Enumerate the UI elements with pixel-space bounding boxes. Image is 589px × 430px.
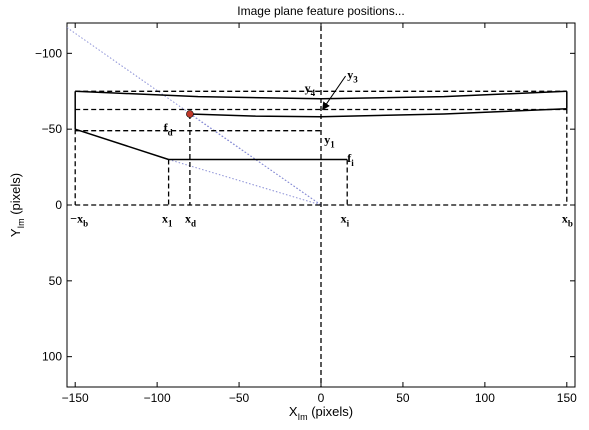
x-tick-label: −50 [229, 391, 250, 405]
annotation-base: −x [70, 212, 83, 226]
x-tick-label: 0 [318, 391, 325, 405]
annotation-sub: d [168, 128, 173, 138]
annotation-y1: y1 [324, 133, 335, 150]
x-axis-label-sub: Im [298, 412, 308, 422]
annotation-base: y [347, 68, 353, 82]
y-axis-label-base: Y [8, 228, 23, 237]
annotation-xi: xi [341, 212, 350, 229]
annotation-neg-xb: −xb [70, 212, 88, 229]
top-curve [75, 90, 567, 100]
middle-curve [189, 107, 567, 118]
annotation-base: x [562, 212, 568, 226]
y-tick-label: 0 [55, 198, 62, 212]
annotation-sub: i [347, 219, 350, 229]
x-axis-label-base: X [289, 404, 298, 419]
solid-lines [74, 90, 568, 161]
annotation-sub: d [191, 219, 196, 229]
y-axis-label-rest: (pixels) [8, 173, 23, 219]
x-tick-label: 50 [396, 391, 410, 405]
dashed-lines [74, 26, 568, 387]
annotation-base: y [324, 133, 330, 147]
x-ticks: −150 −100 −50 0 50 100 150 [62, 23, 577, 405]
annotation-sub: 1 [168, 219, 173, 229]
annotation-x1: x1 [162, 212, 173, 229]
annotation-base: f [347, 151, 352, 165]
annotation-sub: 3 [353, 75, 358, 85]
points [186, 110, 194, 118]
annotation-sub: b [568, 219, 573, 229]
ray-3 [168, 159, 322, 206]
annotation-y4: y4 [305, 81, 316, 98]
diagonal [74, 128, 169, 161]
y-tick-label: 100 [42, 350, 62, 364]
y-tick-label: −50 [42, 122, 63, 136]
x-tick-label: −100 [144, 391, 171, 405]
annotation-fi: fi [347, 151, 354, 168]
annotation-base: x [185, 212, 191, 226]
x-axis-label: XIm (pixels) [289, 404, 353, 422]
y-ticks: −100 −50 0 50 100 [35, 46, 575, 364]
x-tick-label: 150 [557, 391, 577, 405]
annotation-xd: xd [185, 212, 196, 229]
annotation-y3: y3 [347, 68, 358, 85]
y-axis-label: YIm (pixels) [8, 173, 26, 237]
annotation-base: f [164, 121, 169, 135]
annotation-base: x [162, 212, 168, 226]
annotation-sub: i [351, 158, 354, 168]
annotation-sub: 1 [330, 140, 335, 150]
x-tick-label: 100 [475, 391, 495, 405]
annotation-fd: fd [164, 121, 173, 138]
annotation-sub: 4 [311, 88, 316, 98]
y-axis-label-sub: Im [16, 218, 26, 228]
x-tick-label: −150 [62, 391, 89, 405]
annotation-base: y [305, 81, 311, 95]
fd-point [186, 110, 194, 118]
y-tick-label: −100 [35, 46, 62, 60]
annotation-xb: xb [562, 212, 573, 229]
arrow [322, 75, 346, 111]
y3-arrow [322, 75, 346, 111]
dotted-rays [66, 27, 322, 206]
annotation-sub: b [83, 219, 88, 229]
y-tick-label: 50 [49, 274, 63, 288]
annotation-base: x [341, 212, 347, 226]
chart-title: Image plane feature positions... [237, 4, 404, 18]
x-axis-label-rest: (pixels) [308, 404, 354, 419]
